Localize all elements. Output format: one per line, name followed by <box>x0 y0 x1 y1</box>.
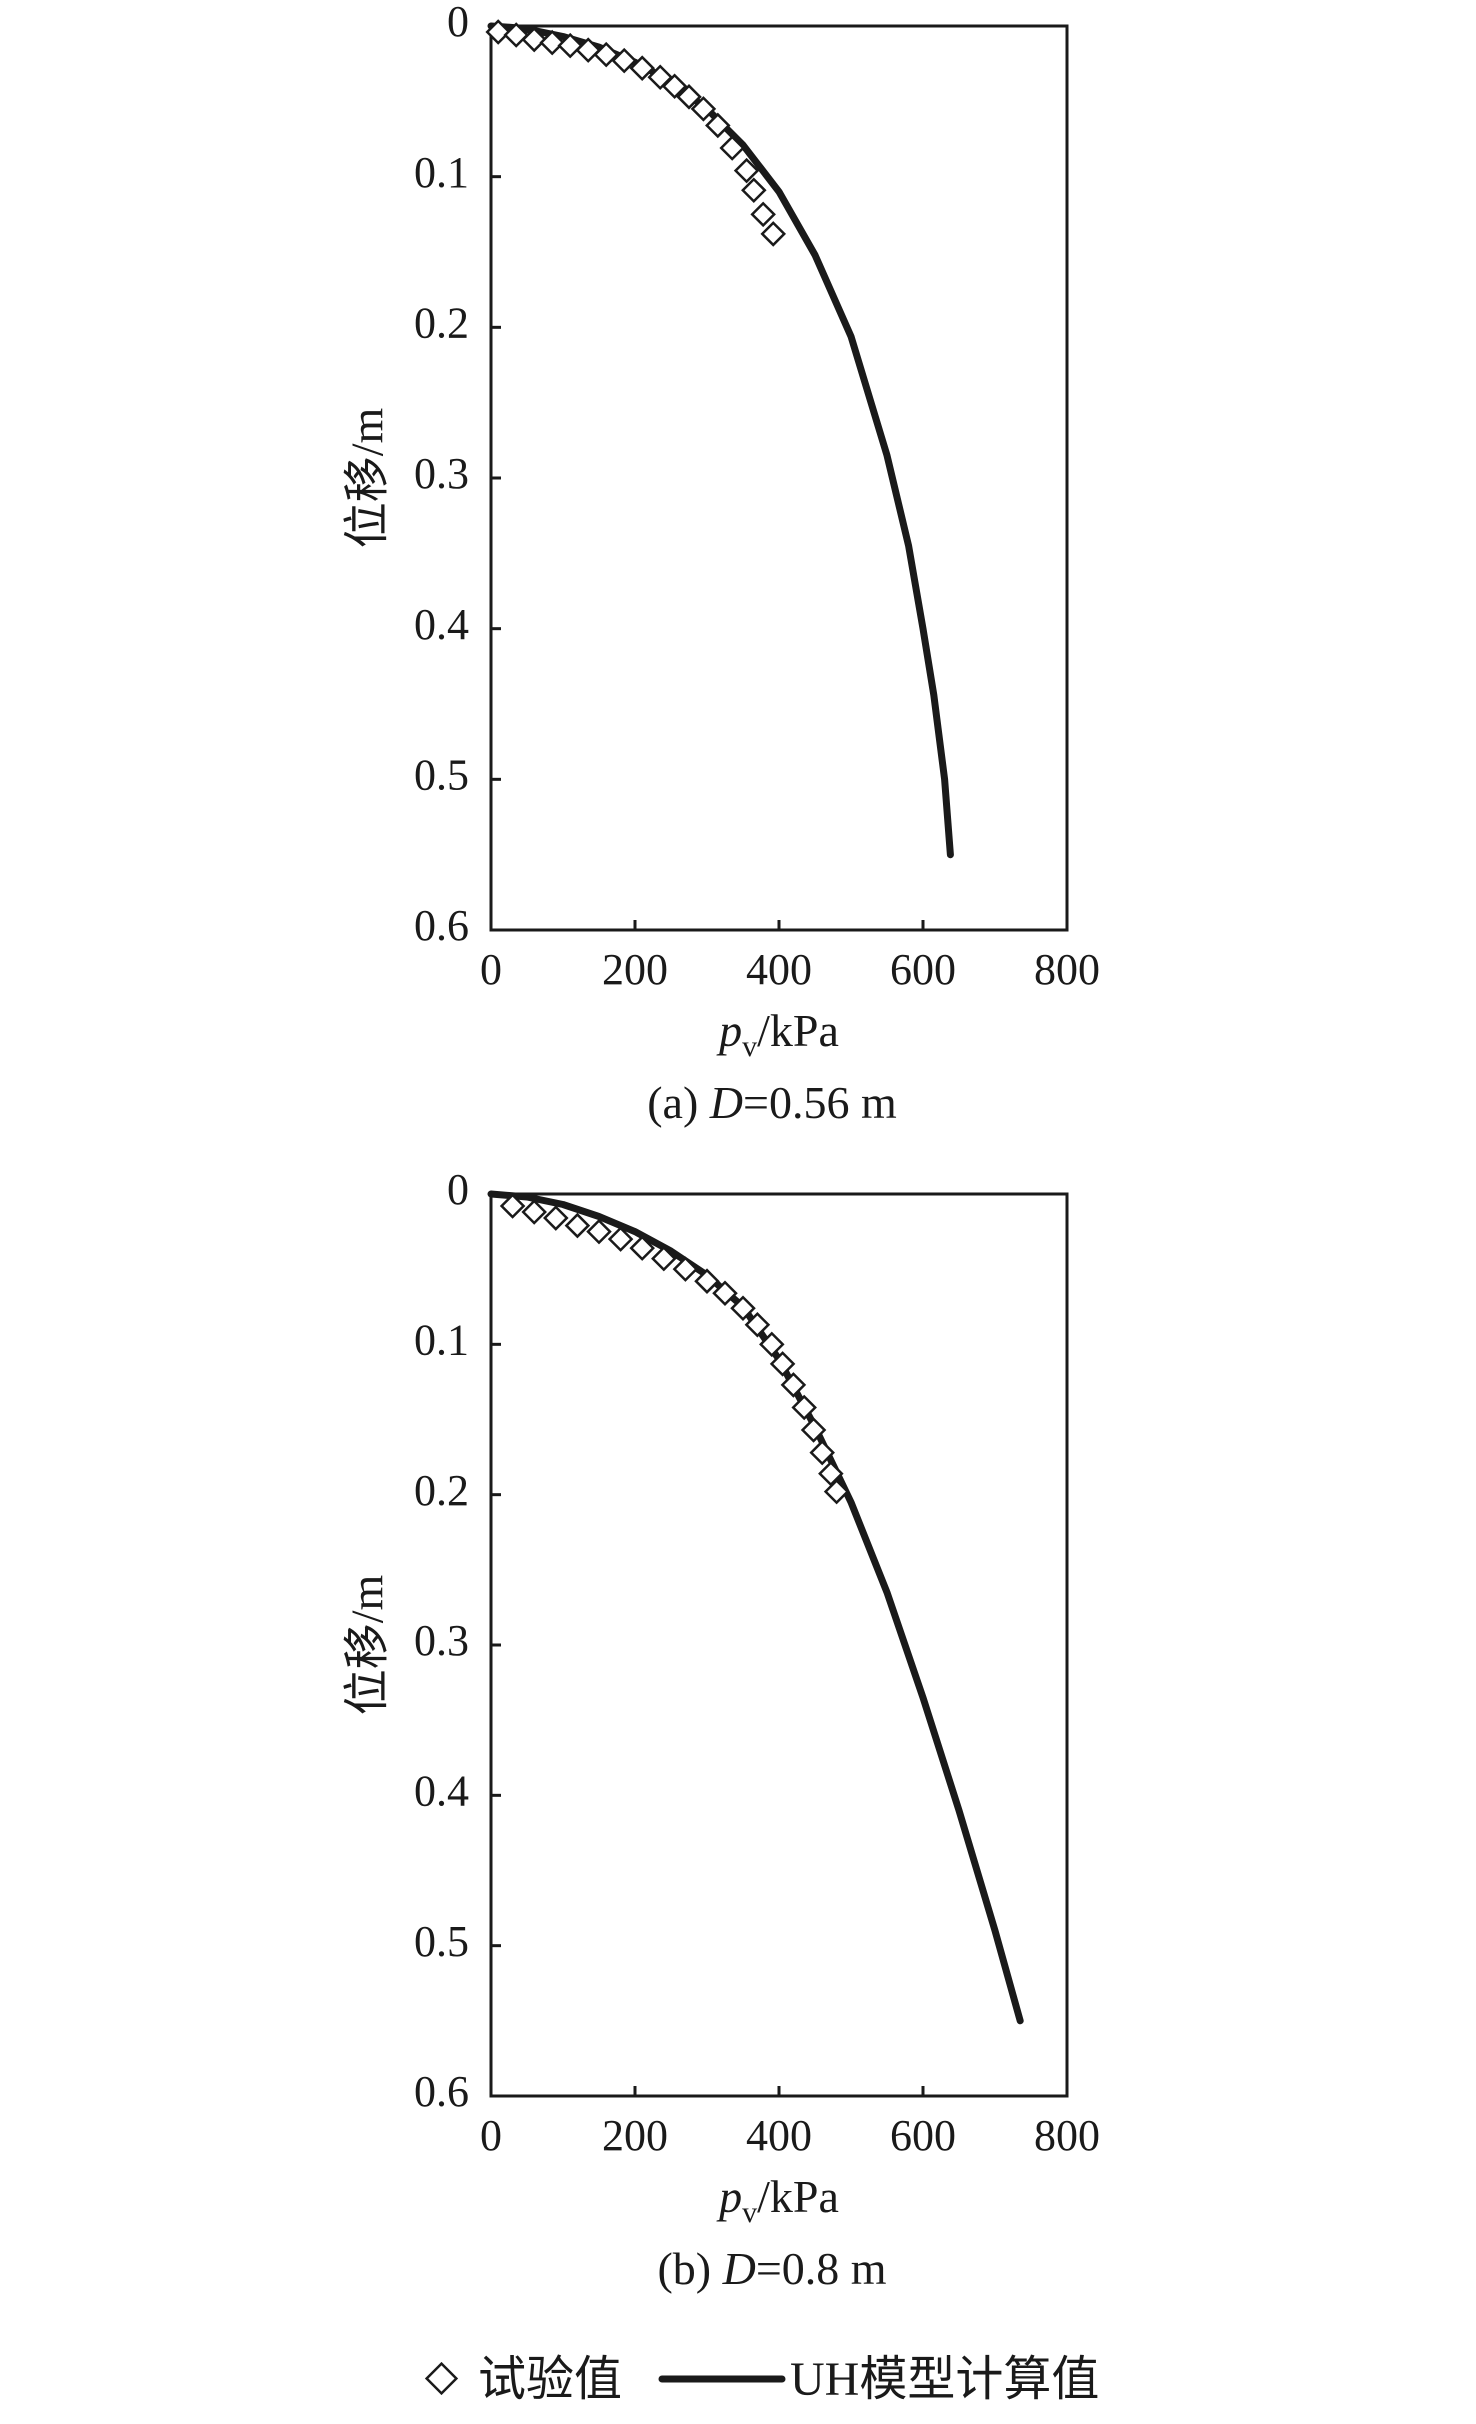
legend: 试验值 UH模型计算值 <box>424 2353 1099 2406</box>
x-tick-label: 800 <box>1034 2111 1100 2160</box>
x-tick-label: 200 <box>602 945 668 994</box>
test-data-point <box>809 1439 835 1466</box>
x-axis-label-symbol: p <box>716 1005 742 1056</box>
test-data-point <box>800 1417 827 1443</box>
test-data-point <box>760 221 787 247</box>
x-tick-label: 200 <box>602 2111 668 2160</box>
test-data-point <box>719 135 745 161</box>
panel-caption: (b) D=0.8 m <box>657 2243 886 2294</box>
panel-caption: (a) D=0.56 m <box>647 1077 897 1128</box>
test-data-point <box>744 1312 771 1338</box>
test-data-point <box>651 1245 677 1272</box>
y-tick-label: 0.1 <box>414 1315 469 1364</box>
plot-frame <box>489 24 1069 932</box>
test-data-point <box>611 47 637 74</box>
y-tick-label: 0.2 <box>414 298 469 347</box>
test-data-point <box>694 1268 720 1294</box>
x-tick-label: 0 <box>480 2111 502 2160</box>
x-axis-label-subscript: v <box>742 2196 757 2229</box>
test-data-point <box>733 157 760 184</box>
y-tick-label: 0 <box>447 0 469 46</box>
test-data-point <box>661 73 688 100</box>
test-data-point <box>607 1226 634 1252</box>
x-tick-label: 400 <box>746 2111 812 2160</box>
test-data-point <box>818 1460 844 1487</box>
model-curve <box>487 22 954 859</box>
test-data-point <box>750 201 776 228</box>
series-layer <box>485 19 954 859</box>
caption-prefix: (a) <box>647 1077 710 1128</box>
y-tick-label: 0.4 <box>414 1766 469 1815</box>
test-data-point <box>705 112 731 139</box>
x-tick-label: 600 <box>890 945 956 994</box>
x-tick-label: 600 <box>890 2111 956 2160</box>
test-data-point <box>730 1295 756 1322</box>
test-data-point <box>593 41 619 68</box>
test-data-point <box>499 1193 526 1219</box>
x-axis-label-symbol: p <box>716 2171 742 2222</box>
panel-b: 0 0.1 0.2 0.3 0.4 0.5 0.6 0 200 400 600 800 位移/m p… <box>342 1165 1100 2294</box>
panel-a: 0 0.1 0.2 0.3 0.4 0.5 0.6 0 200 400 600 800 位移/m p… <box>342 0 1100 1128</box>
legend-diamond-marker <box>424 2361 459 2396</box>
test-data-point <box>712 1280 738 1306</box>
x-axis-label-subscript: v <box>742 1030 757 1063</box>
y-tick-label: 0.5 <box>414 750 469 799</box>
x-axis-label: pv/kPa <box>716 1005 839 1063</box>
test-data-point <box>823 1478 850 1505</box>
test-data-point <box>791 1394 817 1421</box>
test-data-point <box>521 1199 547 1225</box>
legend-test-label: 试验值 <box>478 2353 622 2406</box>
y-axis-ticks: 0 0.1 0.2 0.3 0.4 0.5 0.6 <box>414 1165 501 2116</box>
caption-symbol: D <box>709 1077 743 1128</box>
y-tick-label: 0.6 <box>414 2067 469 2116</box>
x-axis-label-unit: /kPa <box>757 2171 839 2222</box>
test-data-point <box>780 1372 807 1398</box>
series-layer <box>487 1190 1024 2025</box>
test-data-point <box>759 1331 785 1358</box>
y-axis-label: 位移/m <box>342 408 393 549</box>
y-tick-label: 0.2 <box>414 1466 469 1515</box>
x-axis-label: pv/kPa <box>716 2171 839 2229</box>
y-tick-label: 0.4 <box>414 600 469 649</box>
caption-symbol: D <box>722 2243 756 2294</box>
caption-suffix: =0.8 m <box>756 2243 887 2294</box>
x-tick-label: 800 <box>1034 945 1100 994</box>
test-data-point <box>564 1212 591 1239</box>
test-data-point <box>539 29 565 56</box>
y-axis-label: 位移/m <box>342 1575 393 1716</box>
x-tick-label: 400 <box>746 945 812 994</box>
test-data-point <box>575 37 601 63</box>
y-tick-label: 0.3 <box>414 449 469 498</box>
x-tick-label: 0 <box>480 945 502 994</box>
test-data-point <box>629 55 655 81</box>
caption-suffix: =0.56 m <box>743 1077 897 1128</box>
y-tick-label: 0.6 <box>414 901 469 950</box>
test-data-point <box>557 32 583 59</box>
test-data-point <box>672 1256 699 1282</box>
test-data-point <box>769 1351 796 1377</box>
y-axis-ticks: 0 0.1 0.2 0.3 0.4 0.5 0.6 <box>414 0 501 950</box>
x-axis-ticks: 0 200 400 600 800 <box>480 920 1100 994</box>
test-data-point <box>676 84 702 110</box>
test-data-point <box>503 22 529 48</box>
test-data-point <box>586 1218 612 1245</box>
test-data-point <box>741 177 767 203</box>
y-tick-label: 0.1 <box>414 148 469 197</box>
legend-model-label: UH模型计算值 <box>790 2353 1099 2406</box>
y-tick-label: 0.5 <box>414 1917 469 1966</box>
test-data-point <box>690 96 717 122</box>
test-data-point <box>521 26 547 53</box>
test-data-point <box>629 1235 655 1261</box>
x-axis-label-unit: /kPa <box>757 1005 839 1056</box>
caption-prefix: (b) <box>657 2243 722 2294</box>
y-tick-label: 0 <box>447 1165 469 1214</box>
test-data-point <box>485 19 511 45</box>
plot-frame <box>489 1192 1069 2098</box>
y-tick-label: 0.3 <box>414 1616 469 1665</box>
x-axis-ticks: 0 200 400 600 800 <box>480 2086 1100 2160</box>
test-data-point <box>543 1205 569 1231</box>
